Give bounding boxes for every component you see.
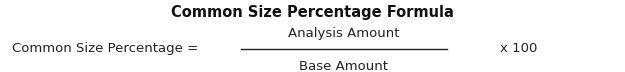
Text: Analysis Amount: Analysis Amount [288,27,399,40]
Text: x 100: x 100 [500,42,538,55]
Text: Common Size Percentage =: Common Size Percentage = [12,42,199,55]
Text: Common Size Percentage Formula: Common Size Percentage Formula [171,5,454,20]
Text: Base Amount: Base Amount [299,60,388,72]
